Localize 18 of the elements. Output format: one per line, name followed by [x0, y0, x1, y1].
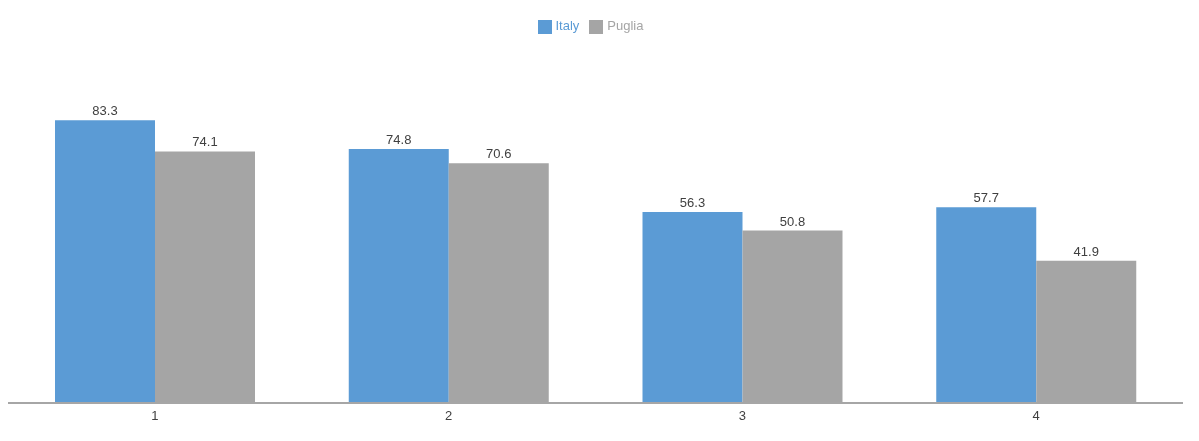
data-label: 74.1	[192, 134, 218, 150]
legend-label: Italy	[555, 18, 580, 33]
x-tick-label: 3	[738, 408, 746, 424]
bar	[348, 149, 449, 403]
bar	[936, 207, 1037, 403]
data-label: 74.8	[386, 132, 412, 148]
data-label: 70.6	[486, 146, 512, 162]
x-tick-label: 4	[1032, 408, 1040, 424]
x-tick-label: 2	[445, 408, 453, 424]
x-tick-label: 1	[151, 408, 159, 424]
data-label: 56.3	[679, 194, 706, 210]
data-label: 41.9	[1073, 243, 1099, 259]
data-label: 57.7	[973, 190, 999, 206]
bar	[642, 211, 743, 403]
data-label: 83.3	[92, 103, 118, 119]
legend-label: Puglia	[607, 18, 644, 33]
bar	[55, 120, 155, 403]
data-label: 50.8	[779, 213, 806, 229]
